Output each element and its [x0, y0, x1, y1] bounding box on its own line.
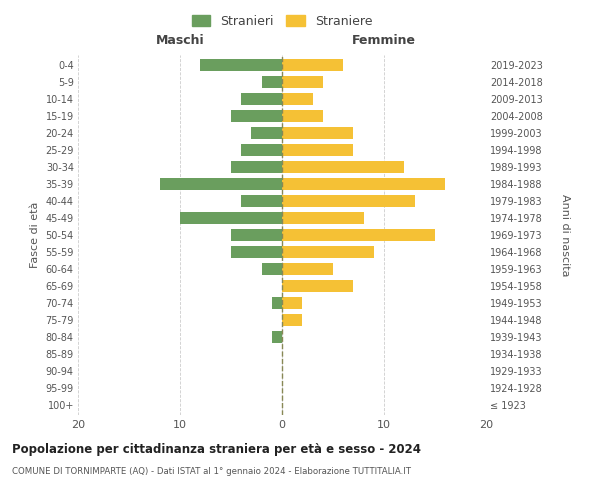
- Bar: [241, 195, 282, 207]
- Bar: [282, 59, 343, 72]
- Text: Popolazione per cittadinanza straniera per età e sesso - 2024: Popolazione per cittadinanza straniera p…: [12, 442, 421, 456]
- Bar: [180, 212, 282, 224]
- Bar: [282, 195, 415, 207]
- Bar: [272, 331, 282, 343]
- Bar: [262, 263, 282, 275]
- Bar: [231, 110, 282, 122]
- Bar: [282, 246, 374, 258]
- Bar: [231, 246, 282, 258]
- Bar: [282, 263, 333, 275]
- Bar: [282, 127, 353, 139]
- Bar: [282, 280, 353, 292]
- Bar: [282, 314, 302, 326]
- Legend: Stranieri, Straniere: Stranieri, Straniere: [188, 11, 376, 32]
- Text: COMUNE DI TORNIMPARTE (AQ) - Dati ISTAT al 1° gennaio 2024 - Elaborazione TUTTIT: COMUNE DI TORNIMPARTE (AQ) - Dati ISTAT …: [12, 468, 411, 476]
- Bar: [282, 212, 364, 224]
- Y-axis label: Anni di nascita: Anni di nascita: [560, 194, 570, 276]
- Bar: [231, 229, 282, 241]
- Bar: [282, 178, 445, 190]
- Bar: [282, 93, 313, 106]
- Bar: [282, 161, 404, 173]
- Bar: [200, 59, 282, 72]
- Bar: [262, 76, 282, 88]
- Bar: [241, 93, 282, 106]
- Bar: [251, 127, 282, 139]
- Bar: [160, 178, 282, 190]
- Bar: [282, 144, 353, 156]
- Bar: [282, 297, 302, 309]
- Bar: [282, 110, 323, 122]
- Bar: [231, 161, 282, 173]
- Bar: [282, 229, 435, 241]
- Bar: [241, 144, 282, 156]
- Bar: [282, 76, 323, 88]
- Y-axis label: Fasce di età: Fasce di età: [30, 202, 40, 268]
- Text: Maschi: Maschi: [155, 34, 205, 46]
- Text: Femmine: Femmine: [352, 34, 416, 46]
- Bar: [272, 297, 282, 309]
